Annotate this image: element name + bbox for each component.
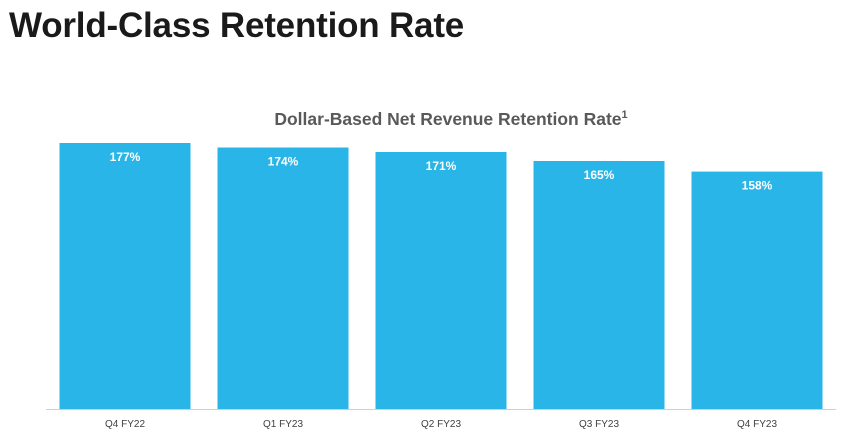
x-tick-label: Q4 FY22 <box>105 419 145 430</box>
x-tick-label: Q3 FY23 <box>579 419 619 430</box>
bar-value-label: 177% <box>110 150 141 164</box>
bar-value-label: 171% <box>426 159 457 173</box>
bar-value-label: 165% <box>584 168 615 182</box>
bar-value-label: 158% <box>742 179 773 193</box>
chart-title: Dollar-Based Net Revenue Retention Rate1 <box>274 109 627 129</box>
bar-q2-fy23 <box>375 152 507 409</box>
x-tick-label: Q2 FY23 <box>421 419 461 430</box>
bar-q3-fy23 <box>533 161 665 409</box>
x-axis-ticks: Q4 FY22 Q1 FY23 Q2 FY23 Q3 FY23 Q4 FY23 <box>105 419 777 430</box>
bar-q1-fy23 <box>217 147 349 409</box>
chart-title-footnote: 1 <box>622 109 628 121</box>
bar-q4-fy22 <box>59 143 191 409</box>
bar-q4-fy23 <box>691 171 823 409</box>
x-tick-label: Q4 FY23 <box>737 419 777 430</box>
bars-group: 177% 174% 171% 165% 158% <box>59 143 823 409</box>
page-title: World-Class Retention Rate <box>9 6 465 45</box>
bar-value-label: 174% <box>268 155 299 169</box>
x-tick-label: Q1 FY23 <box>263 419 303 430</box>
chart-title-text: Dollar-Based Net Revenue Retention Rate <box>274 109 621 129</box>
